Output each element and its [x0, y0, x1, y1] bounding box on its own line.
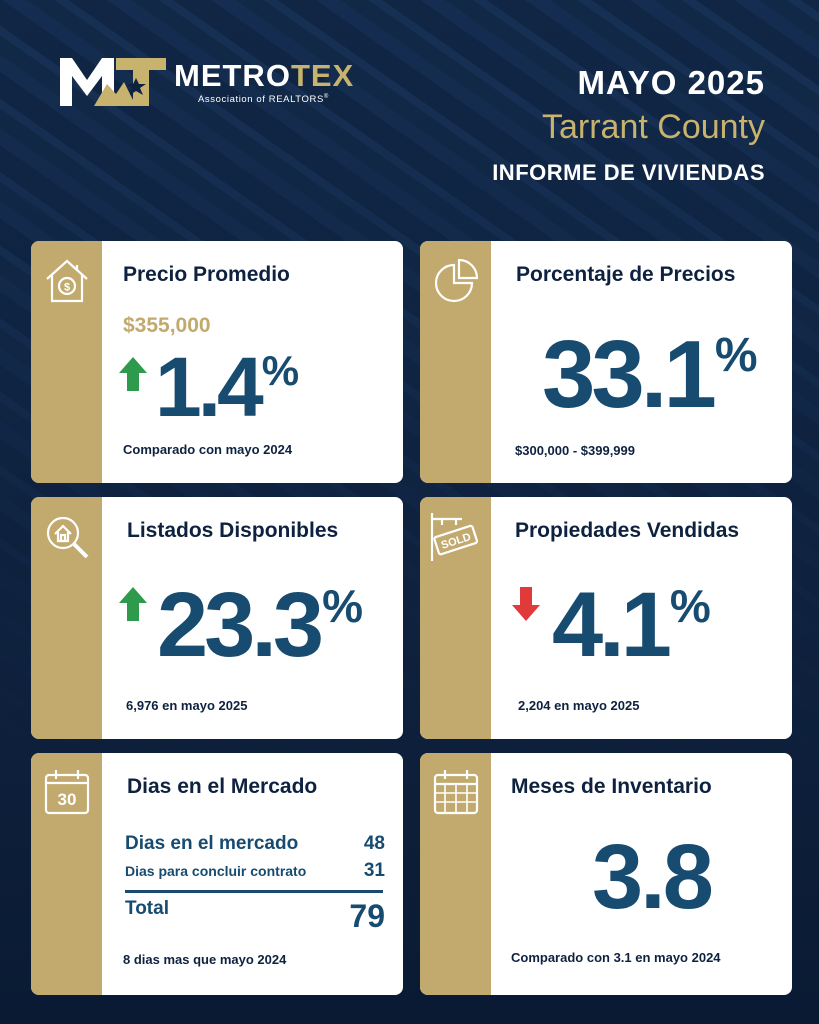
price-range: $300,000 - $399,999 [515, 443, 635, 458]
card-band [31, 753, 102, 995]
days-on-market-row: Dias en el mercado 48 [125, 833, 385, 854]
card-properties-sold: SOLD Propiedades Vendidas 4.1% 2,204 en … [420, 497, 792, 739]
average-price-change: 1.4% [155, 340, 299, 434]
pie-chart-icon [434, 258, 479, 303]
card-footer: 6,976 en mayo 2025 [126, 698, 248, 713]
days-to-contract-row: Dias para concluir contrato 31 [125, 860, 385, 881]
calendar-grid-icon [433, 770, 479, 815]
card-price-percentage: Porcentaje de Precios 33.1% $300,000 - $… [420, 241, 792, 483]
county-name: Tarrant County [542, 108, 765, 146]
card-title: Propiedades Vendidas [515, 519, 740, 542]
card-title: Meses de Inventario [511, 775, 712, 798]
svg-text:30: 30 [58, 790, 77, 809]
report-header: METROTEX Association of REALTORS® MAYO 2… [0, 0, 819, 230]
card-title: Precio Promedio [123, 263, 290, 286]
listings-change: 23.3% [157, 574, 363, 676]
report-month: MAYO 2025 [577, 64, 765, 101]
card-average-price: $ Precio Promedio $355,000 1.4% Comparad… [31, 241, 403, 483]
report-title: INFORME DE VIVIENDAS [492, 160, 765, 185]
card-footer: Comparado con 3.1 en mayo 2024 [511, 950, 721, 965]
brand-name: METROTEX [174, 58, 355, 93]
card-title: Dias en el Mercado [127, 775, 318, 798]
total-divider [125, 890, 383, 893]
card-footer: 2,204 en mayo 2025 [518, 698, 640, 713]
sold-sign-icon: SOLD [430, 513, 479, 561]
card-days-on-market: 30 Dias en el Mercado Dias en el mercado… [31, 753, 403, 995]
calendar-30-icon: 30 [44, 770, 90, 815]
card-band [31, 241, 102, 483]
mt-logo-mark-icon [60, 58, 166, 106]
arrow-down-icon [512, 587, 540, 621]
price-percentage-value: 33.1% [542, 321, 758, 428]
card-months-inventory: Meses de Inventario 3.8 Comparado con 3.… [420, 753, 792, 995]
card-title: Listados Disponibles [127, 519, 339, 542]
card-available-listings: Listados Disponibles 23.3% 6,976 en mayo… [31, 497, 403, 739]
house-dollar-icon: $ [46, 259, 88, 303]
svg-text:$: $ [64, 282, 70, 294]
arrow-up-icon [119, 357, 147, 391]
card-footer: 8 dias mas que mayo 2024 [123, 952, 287, 967]
metrotex-logo: METROTEX Association of REALTORS® [60, 54, 390, 110]
card-band [31, 497, 102, 739]
house-search-icon [46, 516, 89, 559]
arrow-up-icon [119, 587, 147, 621]
card-band [420, 241, 491, 483]
sold-change: 4.1% [552, 574, 711, 676]
average-price-value: $355,000 [123, 314, 211, 337]
card-title: Porcentaje de Precios [516, 263, 736, 286]
brand-subtitle: Association of REALTORS® [198, 94, 329, 106]
total-row: Total 79 [125, 898, 385, 934]
months-inventory-value: 3.8 [592, 826, 714, 928]
card-footer: Comparado con mayo 2024 [123, 442, 293, 457]
